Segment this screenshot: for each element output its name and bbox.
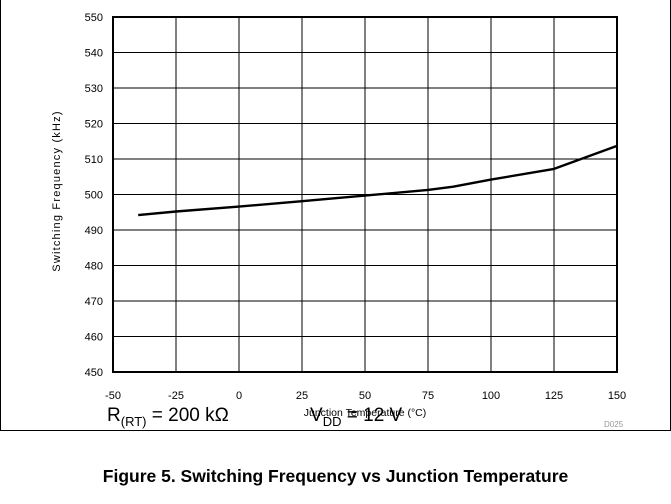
rt-subscript: (RT)	[120, 413, 147, 429]
y-tick-label: 450	[85, 367, 103, 379]
x-tick-label: 125	[545, 390, 563, 402]
figure-code-label: D025	[604, 420, 624, 429]
x-tick-label: 0	[236, 390, 242, 402]
y-tick-label: 530	[85, 83, 103, 95]
x-tick-label: -50	[105, 390, 121, 402]
y-tick-label: 460	[85, 332, 103, 344]
y-tick-labels: 450 460 470 480 490 500 510 520 530 540 550	[85, 12, 103, 379]
y-tick-label: 470	[85, 296, 103, 308]
vdd-main: V	[310, 405, 323, 426]
rt-main: R	[107, 405, 121, 426]
condition-vdd: VDD = 12 V	[310, 405, 402, 429]
condition-rt: R(RT) = 200 kΩ	[107, 405, 229, 429]
x-tick-label: 75	[422, 390, 434, 402]
x-axis-label: Junction Temperature (°C)	[304, 407, 426, 419]
y-axis-label: Switching Frequency (kHz)	[51, 110, 63, 271]
x-tick-label: -25	[168, 390, 184, 402]
plot-border	[112, 16, 618, 373]
y-tick-label: 500	[85, 190, 103, 202]
vdd-value: = 12 V	[341, 405, 403, 426]
y-tick-label: 540	[85, 48, 103, 60]
series-line	[138, 144, 618, 217]
y-tick-label: 550	[85, 12, 103, 24]
y-tick-label: 510	[85, 154, 103, 166]
rt-value: = 200 kΩ	[146, 405, 229, 426]
x-tick-label: 100	[482, 390, 500, 402]
figure-caption: Figure 5. Switching Frequency vs Junctio…	[102, 466, 569, 486]
x-tick-label: 50	[359, 390, 371, 402]
x-tick-label: 150	[608, 390, 626, 402]
x-tick-label: 25	[296, 390, 308, 402]
vdd-subscript: DD	[322, 413, 342, 429]
x-tick-labels: -50 -25 0 25 50 75 100 125 150	[105, 390, 626, 402]
y-tick-label: 490	[85, 225, 103, 237]
y-tick-label: 480	[85, 261, 103, 273]
y-tick-label: 520	[85, 119, 103, 131]
